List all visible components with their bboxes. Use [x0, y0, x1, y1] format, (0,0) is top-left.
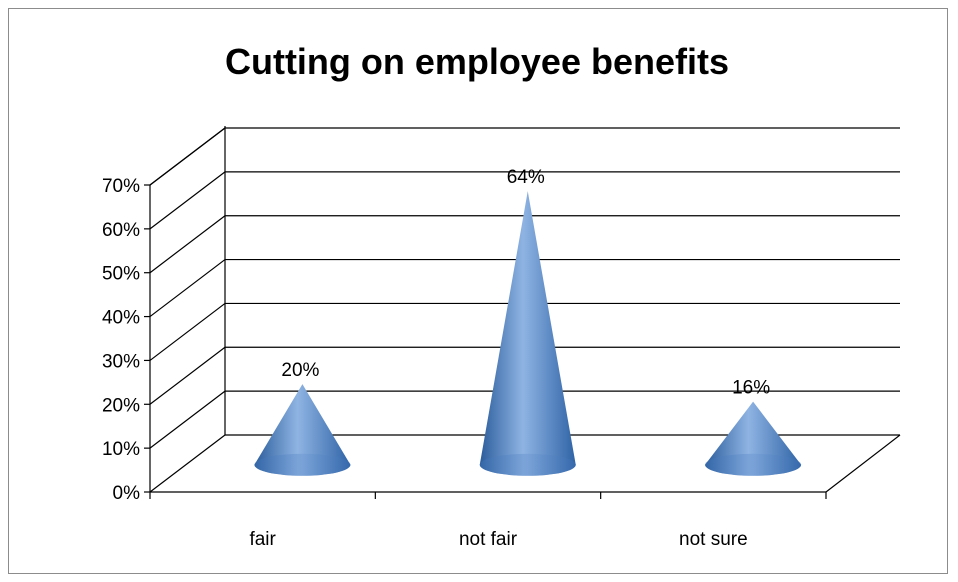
cone-base [479, 453, 576, 476]
category-label: not sure [679, 529, 748, 550]
cone-base [705, 453, 802, 476]
category-label: fair [249, 529, 276, 550]
x-axis-categories: fair not fair not sure [149, 492, 827, 550]
y-tick-label: 10% [102, 439, 140, 460]
cone-base [254, 453, 351, 476]
side-gridline [149, 390, 226, 449]
y-axis-ticks: 0% 10% 20% 30% 40% 50% 60% 70% [102, 176, 150, 504]
data-label: 20% [281, 360, 319, 381]
floor-left-edge [149, 434, 226, 493]
y-tick-label: 0% [113, 483, 141, 504]
y-tick-label: 40% [102, 308, 140, 329]
y-tick-label: 50% [102, 264, 140, 285]
y-tick-label: 30% [102, 351, 140, 372]
side-gridline [149, 127, 226, 186]
y-tick-label: 60% [102, 220, 140, 241]
cones: 20% 64% 16% [254, 167, 802, 476]
cone-body [254, 384, 351, 476]
chart-frame [8, 8, 948, 574]
cone-body [479, 191, 576, 476]
side-gridline [149, 302, 226, 361]
cone-1: 64% [479, 167, 576, 476]
chart-title: Cutting on employee benefits [225, 41, 729, 82]
y-tick-label: 20% [102, 395, 140, 416]
cone-2: 16% [705, 378, 802, 476]
side-gridline [149, 346, 226, 405]
side-gridline [149, 215, 226, 274]
data-label: 16% [732, 378, 770, 399]
side-gridline [149, 259, 226, 318]
category-label: not fair [459, 529, 518, 550]
side-gridline [149, 171, 226, 230]
data-label: 64% [507, 167, 545, 188]
cone-0: 20% [254, 360, 351, 476]
floor-right-edge [825, 434, 901, 493]
y-tick-label: 70% [102, 176, 140, 197]
